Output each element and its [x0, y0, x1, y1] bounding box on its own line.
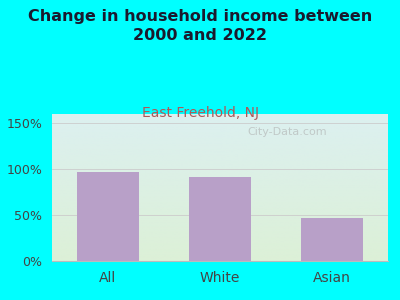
Bar: [189, 177, 251, 261]
Bar: [77, 172, 139, 261]
Text: City-Data.com: City-Data.com: [247, 127, 327, 136]
Text: Change in household income between
2000 and 2022: Change in household income between 2000 …: [28, 9, 372, 43]
Bar: [301, 218, 363, 261]
Text: East Freehold, NJ: East Freehold, NJ: [142, 106, 258, 121]
